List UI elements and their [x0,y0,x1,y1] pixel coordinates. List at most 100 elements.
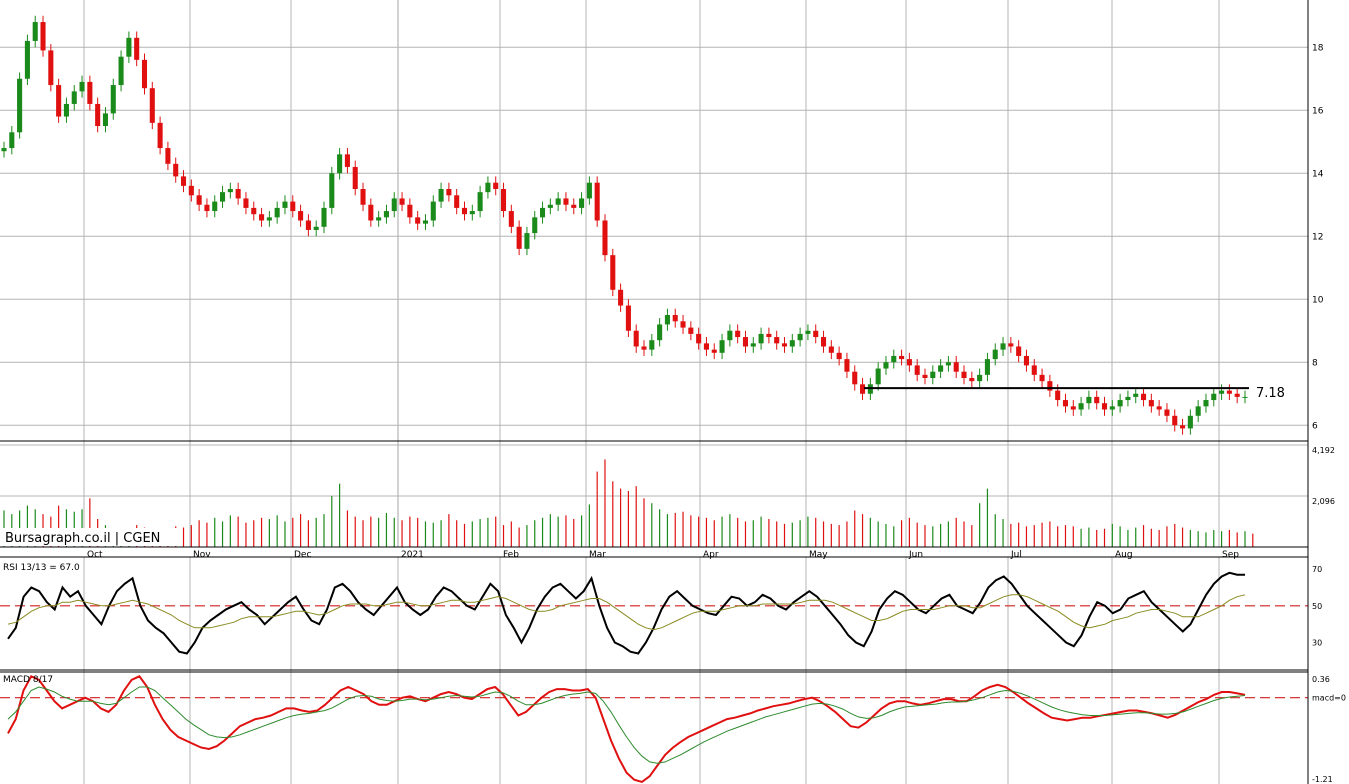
candle-body [594,182,600,221]
candle-body [883,362,889,369]
candle-body [71,91,77,104]
candle-body [906,359,912,366]
candle-body [750,343,756,347]
candle-body [805,330,811,334]
month-label: Jul [1010,550,1022,560]
candle-body [1070,406,1076,410]
candle-body [24,40,30,79]
candle-body [1,148,7,152]
candle-body [961,371,967,378]
candle-body [781,343,788,347]
candle-body [368,204,374,221]
candle-body [930,371,936,378]
candle-body [32,22,38,41]
price-candles [1,15,1249,435]
candle-body [1094,396,1100,404]
candle-body [220,192,226,202]
candle-body [680,321,686,328]
candle-body [157,122,163,149]
price-tick-label: 18 [1312,43,1324,53]
candle-body [196,195,202,205]
candle-body [555,198,561,205]
candle-body [758,333,764,344]
candle-body [579,198,585,208]
candle-body [1133,393,1139,397]
macd-panel [0,675,1308,783]
candle-body [173,163,179,177]
candle-body [742,337,749,347]
candle-body [407,204,413,218]
price-tick-label: 14 [1312,169,1324,179]
candle-body [79,81,85,92]
candle-body [727,330,733,341]
candle-body [149,88,155,123]
candle-body [243,198,249,208]
rsi-tick-label: 50 [1312,602,1322,611]
candle-body [352,166,358,189]
macd-tick-label: -1.21 [1312,775,1333,784]
candle-body [126,37,132,57]
candle-body [165,148,171,164]
candle-body [719,340,725,353]
candle-body [461,207,468,215]
candle-body [1187,415,1193,429]
candle-body [547,204,553,208]
candle-body [422,220,429,224]
candle-body [610,255,616,290]
candle-body [87,81,93,104]
candle-body [508,211,514,227]
candle-body [664,315,670,325]
candle-body [672,315,678,322]
candle-body [1031,365,1037,375]
candle-body [641,346,647,350]
candle-body [711,349,717,353]
candle-body [828,346,834,353]
rsi-title: RSI 13/13 = 67.0 [3,563,80,573]
candle-body [820,337,827,347]
month-label: Dec [294,550,311,560]
candle-body [48,50,54,86]
candle-body [415,217,421,224]
candle-body [337,154,343,174]
candle-body [344,154,350,167]
candle-body [102,113,109,126]
candle-body [305,220,311,230]
candle-body [1086,396,1092,404]
candle-body [95,103,101,126]
candle-body [516,226,522,249]
candle-body [945,362,951,366]
candle-body [188,185,194,196]
month-label: Aug [1115,550,1133,560]
rsi-panel [0,571,1308,655]
candle-body [532,217,538,234]
candle-body [1000,343,1006,350]
candle-body [797,333,803,341]
candle-body [469,211,475,215]
candle-body [649,340,655,350]
candle-body [485,182,491,193]
candle-body [227,189,233,193]
candle-body [313,226,319,230]
candle-body [17,78,23,133]
candle-body [290,201,296,212]
candle-body [1039,374,1045,382]
candle-body [430,201,436,221]
candle-body [134,37,140,60]
candle-body [703,343,709,350]
chart-grid [0,0,1308,784]
candle-body [1101,403,1108,410]
candle-body [251,207,257,215]
candle-body [118,56,124,86]
candle-body [477,192,483,212]
macd-signal-line [7,686,1246,764]
candle-body [493,182,499,189]
rsi-tick-label: 30 [1312,639,1322,648]
candle-body [438,189,444,202]
candle-body [899,355,905,360]
macd-line [7,675,1246,783]
volume-tick-label: 2,096 [1312,497,1335,506]
candle-body [977,374,983,382]
month-label: Mar [589,550,606,560]
candle-body [891,355,897,363]
candle-body [1047,381,1053,391]
